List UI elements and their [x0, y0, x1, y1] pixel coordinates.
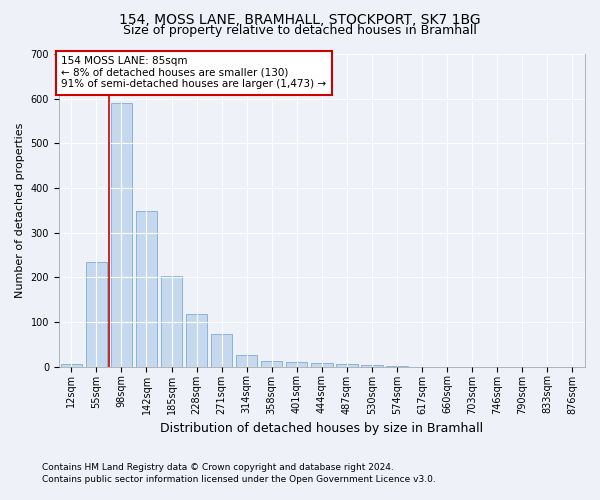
- Text: Contains public sector information licensed under the Open Government Licence v3: Contains public sector information licen…: [42, 475, 436, 484]
- Bar: [261, 361, 283, 366]
- Bar: [86, 262, 107, 366]
- Text: 154, MOSS LANE, BRAMHALL, STOCKPORT, SK7 1BG: 154, MOSS LANE, BRAMHALL, STOCKPORT, SK7…: [119, 12, 481, 26]
- Bar: [311, 363, 332, 366]
- Bar: [161, 276, 182, 366]
- Bar: [61, 364, 82, 366]
- Bar: [236, 356, 257, 366]
- Bar: [286, 362, 307, 366]
- Bar: [111, 103, 132, 366]
- Bar: [211, 334, 232, 366]
- Text: Contains HM Land Registry data © Crown copyright and database right 2024.: Contains HM Land Registry data © Crown c…: [42, 464, 394, 472]
- X-axis label: Distribution of detached houses by size in Bramhall: Distribution of detached houses by size …: [160, 422, 484, 435]
- Bar: [186, 314, 207, 366]
- Bar: [136, 211, 157, 366]
- Bar: [336, 364, 358, 366]
- Bar: [361, 365, 383, 366]
- Text: 154 MOSS LANE: 85sqm
← 8% of detached houses are smaller (130)
91% of semi-detac: 154 MOSS LANE: 85sqm ← 8% of detached ho…: [61, 56, 326, 90]
- Y-axis label: Number of detached properties: Number of detached properties: [15, 122, 25, 298]
- Text: Size of property relative to detached houses in Bramhall: Size of property relative to detached ho…: [123, 24, 477, 37]
